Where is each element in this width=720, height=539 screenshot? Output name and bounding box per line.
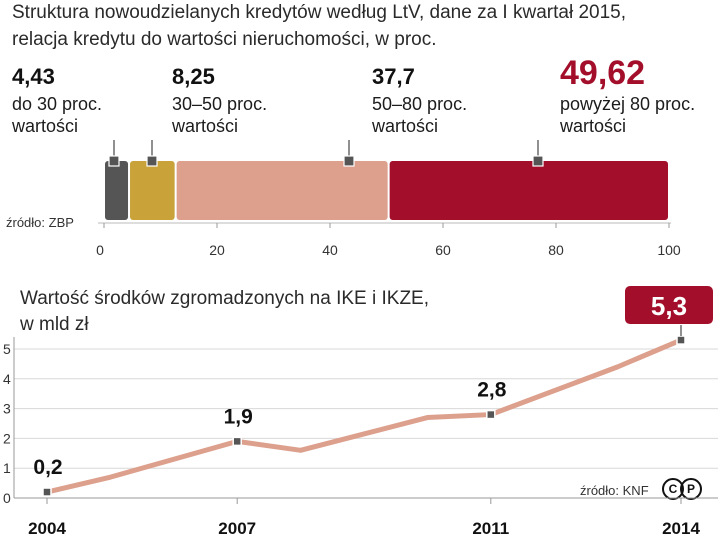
segment-category-label: 50–80 proc. [372, 94, 468, 114]
line-axis-y-tick-label: 1 [3, 460, 11, 476]
bar-segment-marker [108, 155, 120, 167]
line-data-label: 1,9 [224, 405, 253, 428]
bar-chart-title-line2: relacja kredytu do wartości nieruchomośc… [12, 29, 437, 50]
bar-segment [176, 161, 388, 220]
line-chart-source: źródło: KNF [580, 483, 649, 498]
line-highlight-label-box [623, 284, 715, 327]
line-point-marker [486, 409, 496, 420]
segment-category-label: do 30 proc. [12, 94, 103, 114]
line-axis-y-tick-label: 5 [3, 341, 11, 357]
line-point-marker [42, 487, 52, 497]
bar-axis-tick-label: 20 [209, 242, 225, 258]
bar-chart-title-line1: Struktura nowoudzielanych kredytów wedłu… [12, 2, 626, 23]
bar-segment-marker [532, 155, 544, 167]
bar-segment [130, 161, 175, 220]
line-axis-x-tick-label: 2007 [218, 519, 256, 538]
bar-segment [105, 161, 129, 220]
bar-segment-marker [343, 155, 355, 167]
line-axis-y-tick-label: 3 [3, 401, 11, 417]
segment-value-label-highlight: 49,62 [560, 54, 646, 92]
segment-category-label: wartości [12, 116, 79, 136]
segment-category-label: 30–50 proc. [172, 94, 268, 114]
line-chart-title-line2: w mld zł [20, 314, 89, 335]
line-point-marker [676, 335, 686, 345]
bar-axis-tick-label: 40 [322, 242, 338, 258]
segment-category-label: wartości [172, 116, 239, 136]
line-axis-y-tick-label: 0 [3, 490, 11, 506]
bar-segment-marker [146, 155, 158, 167]
line-axis-y-tick-label: 2 [3, 430, 11, 446]
bar-axis-tick-label: 80 [548, 242, 564, 258]
segment-value-label: 4,43 [12, 64, 55, 89]
line-data-label: 2,8 [477, 379, 507, 402]
line-chart-title-line1: Wartość środków zgromadzonych na IKE i I… [20, 288, 430, 309]
bar-axis-tick-label: 60 [435, 242, 451, 258]
line-series [44, 337, 684, 495]
line-axis-y-tick-label: 4 [3, 371, 11, 387]
line-axis-x-tick-label: 2014 [662, 519, 700, 538]
bar-axis-tick-label: 0 [96, 242, 104, 258]
bar-segment [389, 161, 668, 220]
line-axis-x-tick-label: 2004 [28, 519, 66, 538]
segment-category-label: wartości [560, 116, 627, 136]
segment-value-label: 8,25 [172, 64, 215, 89]
line-data-label: 0,2 [33, 456, 62, 479]
line-axis-x-tick-label: 2011 [472, 519, 509, 538]
segment-category-label: powyżej 80 proc. [560, 94, 696, 114]
bar-chart-source: źródło: ZBP [6, 215, 74, 230]
bar-axis-tick-label: 100 [657, 242, 681, 258]
segment-value-label: 37,7 [372, 64, 415, 89]
segment-category-label: wartości [372, 116, 439, 136]
line-data-label: 5,3 [651, 291, 687, 321]
line-point-marker [232, 436, 242, 447]
